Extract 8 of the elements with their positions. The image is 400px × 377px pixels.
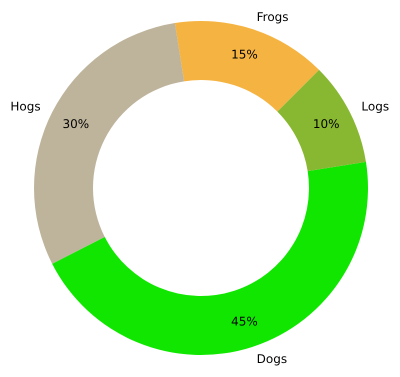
slice-label: Frogs bbox=[256, 10, 289, 24]
slice-label: Dogs bbox=[256, 352, 288, 366]
data-label: 10% bbox=[312, 117, 340, 132]
data-label: 15% bbox=[231, 47, 258, 62]
slice-label: Logs bbox=[361, 99, 390, 114]
slice-label: Hogs bbox=[10, 99, 41, 114]
data-label: 45% bbox=[231, 314, 258, 329]
data-label: 30% bbox=[62, 117, 90, 132]
